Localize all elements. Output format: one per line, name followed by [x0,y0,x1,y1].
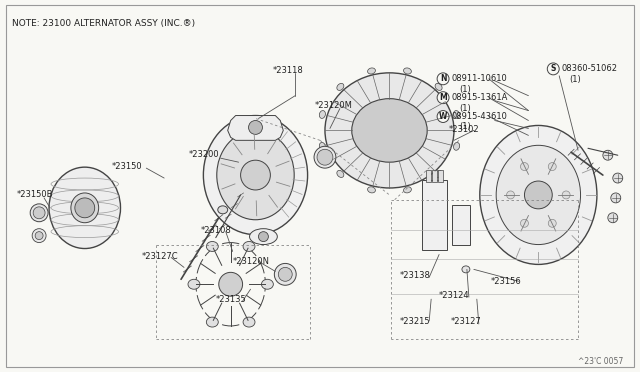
FancyBboxPatch shape [438,170,443,182]
Ellipse shape [480,125,597,264]
Ellipse shape [507,191,515,199]
Ellipse shape [562,191,570,199]
Ellipse shape [404,187,412,193]
Ellipse shape [611,193,621,203]
Circle shape [33,207,45,219]
Circle shape [437,92,449,104]
Text: S: S [550,64,556,73]
Circle shape [35,232,43,240]
Text: W: W [439,112,447,121]
Ellipse shape [325,73,454,188]
FancyBboxPatch shape [426,170,431,182]
Text: ^23'C 0057: ^23'C 0057 [578,357,623,366]
Text: *23215: *23215 [399,317,430,326]
Ellipse shape [250,229,277,244]
Ellipse shape [454,110,460,118]
Text: 08915-43610: 08915-43610 [451,112,507,121]
Text: 08915-1361A: 08915-1361A [451,93,508,102]
Text: *23118: *23118 [273,66,303,75]
Text: (1): (1) [569,75,581,84]
Text: *23135: *23135 [216,295,246,304]
Ellipse shape [262,279,273,289]
Text: *23102: *23102 [449,125,479,134]
Ellipse shape [337,170,344,177]
Ellipse shape [204,116,308,235]
Polygon shape [228,116,284,140]
Ellipse shape [367,68,376,74]
FancyBboxPatch shape [452,205,470,244]
Ellipse shape [548,163,556,170]
Text: *23127: *23127 [451,317,482,326]
Ellipse shape [367,187,376,193]
Ellipse shape [496,145,580,244]
Ellipse shape [435,83,442,90]
Circle shape [241,160,270,190]
Text: *23150B: *23150B [16,190,52,199]
Text: (1): (1) [459,122,470,131]
Ellipse shape [243,241,255,251]
Ellipse shape [454,142,460,150]
Circle shape [437,73,449,85]
Circle shape [524,181,552,209]
Ellipse shape [30,204,48,222]
Ellipse shape [217,131,294,220]
Text: NOTE: 23100 ALTERNATOR ASSY (INC.®): NOTE: 23100 ALTERNATOR ASSY (INC.®) [12,19,195,28]
Ellipse shape [435,170,442,177]
Circle shape [547,63,559,75]
Text: 08911-10610: 08911-10610 [451,74,507,83]
Ellipse shape [275,263,296,285]
Text: *23150: *23150 [111,162,142,171]
Circle shape [259,232,268,241]
Ellipse shape [520,163,529,170]
Circle shape [75,198,95,218]
Ellipse shape [319,110,325,118]
Circle shape [317,149,333,165]
Ellipse shape [319,142,325,150]
Text: *23108: *23108 [201,226,232,235]
FancyBboxPatch shape [422,180,447,250]
Circle shape [219,272,243,296]
Ellipse shape [337,83,344,90]
Text: *23120N: *23120N [233,257,269,266]
Ellipse shape [352,99,427,162]
Circle shape [248,121,262,134]
Ellipse shape [462,266,470,273]
Ellipse shape [206,241,218,251]
Ellipse shape [612,173,623,183]
Ellipse shape [32,229,46,243]
Ellipse shape [608,213,618,223]
Text: (1): (1) [459,104,470,113]
Circle shape [437,110,449,122]
Text: *23124: *23124 [439,291,470,300]
FancyBboxPatch shape [432,170,437,182]
Ellipse shape [49,167,120,248]
Circle shape [278,267,292,281]
Ellipse shape [404,68,412,74]
Ellipse shape [188,279,200,289]
Ellipse shape [548,219,556,227]
Text: M: M [439,93,447,102]
Ellipse shape [206,317,218,327]
Ellipse shape [603,150,612,160]
Ellipse shape [314,146,336,168]
Text: N: N [440,74,446,83]
Ellipse shape [71,193,99,223]
Ellipse shape [218,206,228,214]
Text: 08360-51062: 08360-51062 [561,64,617,73]
Ellipse shape [243,317,255,327]
Text: *23127C: *23127C [141,251,178,260]
Text: *23200: *23200 [189,150,220,159]
Text: *23156: *23156 [491,277,522,286]
Ellipse shape [520,219,529,227]
Text: *23120M: *23120M [315,101,353,110]
Text: (1): (1) [459,85,470,94]
Text: *23138: *23138 [399,271,430,280]
